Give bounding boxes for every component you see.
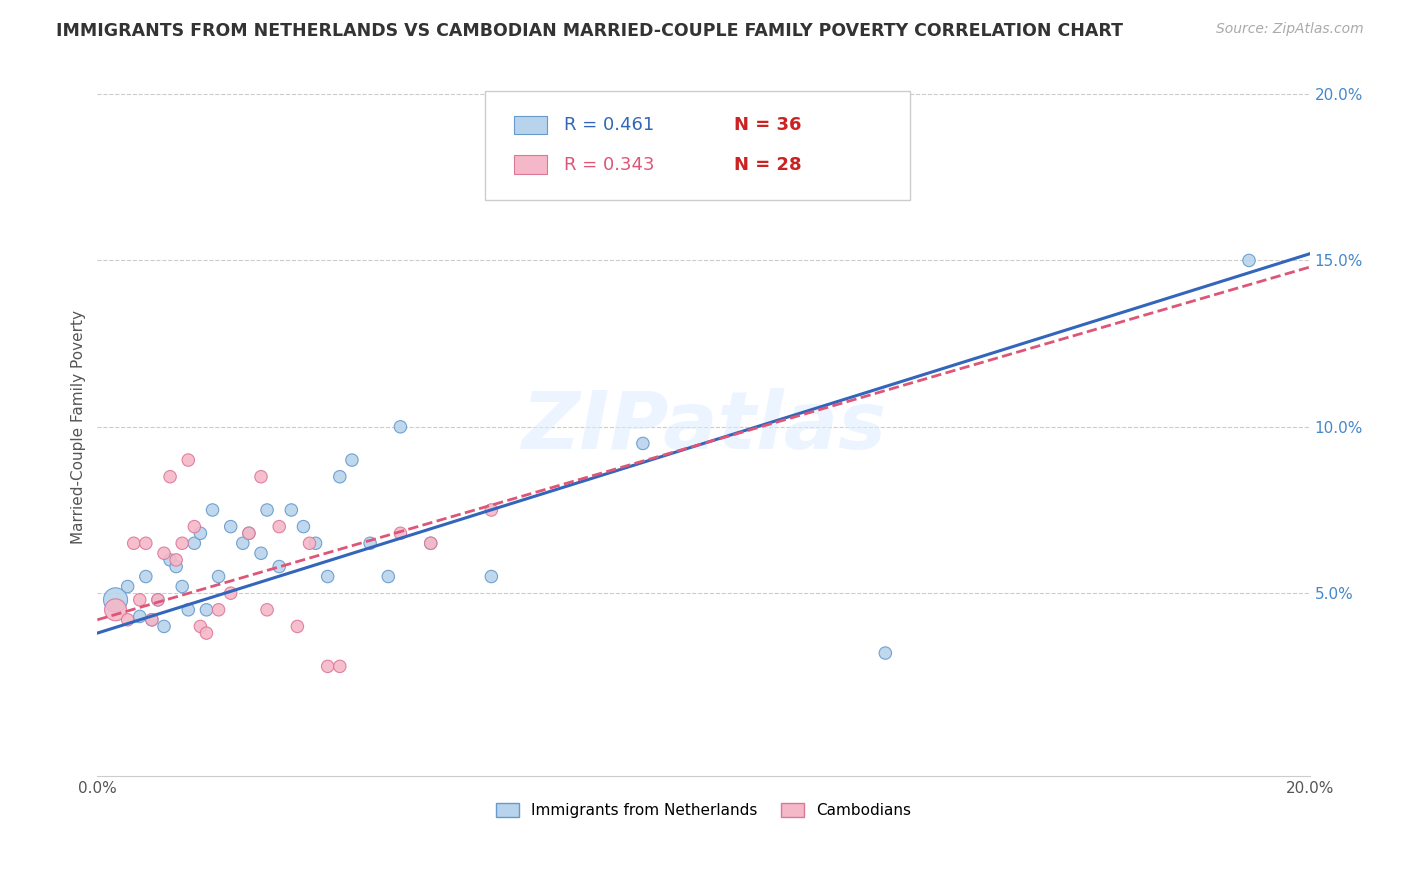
Point bbox=[250, 469, 273, 483]
Point bbox=[177, 603, 200, 617]
Point bbox=[419, 536, 441, 550]
Text: R = 0.461: R = 0.461 bbox=[564, 116, 654, 134]
Point bbox=[104, 603, 127, 617]
Point bbox=[165, 553, 187, 567]
Point bbox=[1237, 253, 1260, 268]
Point bbox=[207, 569, 229, 583]
Point bbox=[172, 580, 194, 594]
Point bbox=[292, 519, 315, 533]
Point bbox=[256, 503, 278, 517]
Point bbox=[117, 580, 139, 594]
Point bbox=[316, 569, 339, 583]
Point bbox=[359, 536, 381, 550]
Point bbox=[298, 536, 321, 550]
Point bbox=[329, 469, 352, 483]
Point bbox=[287, 619, 309, 633]
Point bbox=[141, 613, 163, 627]
Point bbox=[329, 659, 352, 673]
Text: N = 36: N = 36 bbox=[734, 116, 801, 134]
Point bbox=[219, 586, 242, 600]
Point bbox=[256, 603, 278, 617]
Point bbox=[135, 569, 157, 583]
Point bbox=[122, 536, 145, 550]
FancyBboxPatch shape bbox=[515, 116, 547, 135]
Point bbox=[280, 503, 302, 517]
Point bbox=[128, 609, 150, 624]
Point bbox=[316, 659, 339, 673]
Point bbox=[183, 536, 205, 550]
Text: ZIPatlas: ZIPatlas bbox=[522, 388, 886, 466]
Point bbox=[631, 436, 654, 450]
Text: R = 0.343: R = 0.343 bbox=[564, 156, 655, 174]
Point bbox=[177, 453, 200, 467]
Point bbox=[190, 526, 212, 541]
Point bbox=[340, 453, 363, 467]
Point bbox=[159, 469, 181, 483]
Point bbox=[219, 519, 242, 533]
Point bbox=[232, 536, 254, 550]
Point bbox=[479, 569, 502, 583]
FancyBboxPatch shape bbox=[515, 155, 547, 174]
Point bbox=[135, 536, 157, 550]
Point bbox=[195, 603, 218, 617]
Point bbox=[875, 646, 897, 660]
Y-axis label: Married-Couple Family Poverty: Married-Couple Family Poverty bbox=[72, 310, 86, 544]
FancyBboxPatch shape bbox=[485, 91, 910, 200]
Point bbox=[250, 546, 273, 560]
Point bbox=[201, 503, 224, 517]
Point bbox=[389, 419, 412, 434]
Point bbox=[146, 592, 169, 607]
Point bbox=[195, 626, 218, 640]
Point bbox=[153, 619, 176, 633]
Point bbox=[419, 536, 441, 550]
Point bbox=[304, 536, 326, 550]
Text: IMMIGRANTS FROM NETHERLANDS VS CAMBODIAN MARRIED-COUPLE FAMILY POVERTY CORRELATI: IMMIGRANTS FROM NETHERLANDS VS CAMBODIAN… bbox=[56, 22, 1123, 40]
Point bbox=[377, 569, 399, 583]
Point bbox=[146, 592, 169, 607]
Point bbox=[269, 559, 291, 574]
Point bbox=[172, 536, 194, 550]
Point bbox=[238, 526, 260, 541]
Point bbox=[159, 553, 181, 567]
Point bbox=[479, 503, 502, 517]
Point bbox=[269, 519, 291, 533]
Point bbox=[389, 526, 412, 541]
Point bbox=[207, 603, 229, 617]
Point bbox=[128, 592, 150, 607]
Legend: Immigrants from Netherlands, Cambodians: Immigrants from Netherlands, Cambodians bbox=[491, 797, 917, 824]
Point bbox=[141, 613, 163, 627]
Text: N = 28: N = 28 bbox=[734, 156, 801, 174]
Point bbox=[117, 613, 139, 627]
Point bbox=[183, 519, 205, 533]
Point bbox=[153, 546, 176, 560]
Point bbox=[190, 619, 212, 633]
Point bbox=[104, 592, 127, 607]
Point bbox=[238, 526, 260, 541]
Point bbox=[165, 559, 187, 574]
Text: Source: ZipAtlas.com: Source: ZipAtlas.com bbox=[1216, 22, 1364, 37]
